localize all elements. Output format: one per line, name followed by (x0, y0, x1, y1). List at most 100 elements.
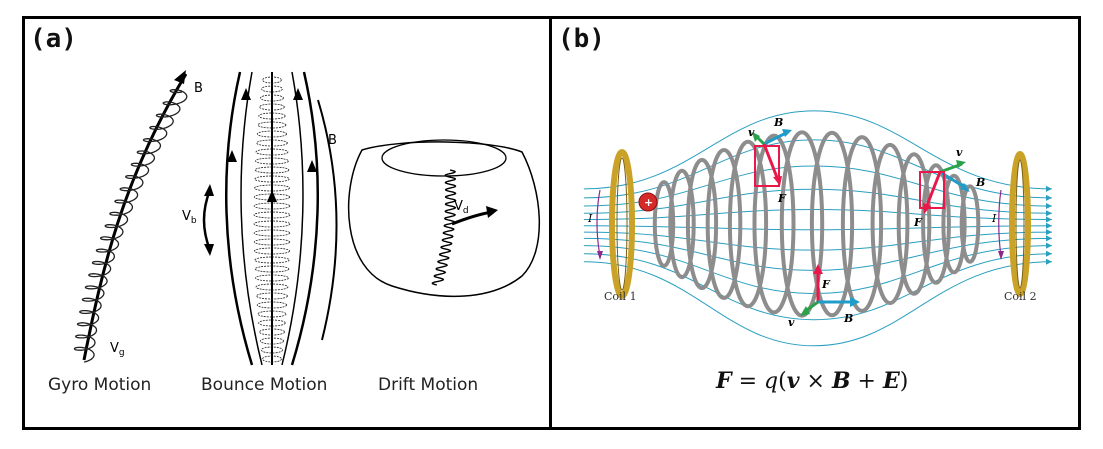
bounce-ring (262, 355, 282, 363)
gyro-motion-diagram: B Vg (73, 70, 203, 363)
particle-helix-rings (652, 130, 981, 318)
vector-group-top-left (752, 129, 792, 187)
bounce-ring (256, 301, 288, 309)
bounce-field-line-left (240, 71, 263, 366)
bounce-ring (253, 202, 291, 210)
vector-group-top-right (919, 160, 970, 214)
field-line-arrowhead (1046, 242, 1052, 249)
bounce-arrow-right (307, 160, 317, 172)
bounce-ring (261, 85, 283, 93)
eq-magnetic-field: B (831, 368, 851, 394)
coil-2-label: Coil 2 (1004, 290, 1037, 303)
bounce-field-line-right (281, 71, 304, 366)
bounce-ring (254, 175, 290, 183)
gyro-helix (73, 89, 188, 363)
bounce-ring (262, 76, 282, 84)
caption-drift-motion: Drift Motion (378, 375, 479, 395)
helix-ring (685, 157, 719, 291)
current-arrow-right (998, 189, 1002, 257)
bounce-b-label: B (328, 133, 337, 148)
current-arrow-left (596, 189, 601, 257)
bounce-ring (256, 292, 288, 300)
bounce-ring (255, 157, 289, 165)
bounce-ring (257, 121, 287, 129)
helix-ring (941, 173, 967, 275)
helix-ring (840, 135, 884, 313)
bounce-ring (253, 211, 291, 219)
bounce-ring (259, 337, 284, 345)
gyro-field-arrowhead (174, 70, 186, 84)
coil-2 (1009, 151, 1031, 297)
eq-times: × (799, 369, 832, 394)
helix-ring (896, 152, 932, 296)
bounce-ring (258, 319, 286, 327)
current-label-right: I (991, 212, 997, 225)
bounce-vb-arrowhead-bottom (204, 244, 214, 256)
helix-ring (870, 142, 910, 306)
particle-charge-label: + (644, 196, 653, 209)
current-label-left: I (587, 212, 593, 225)
field-line-arrowhead (1046, 203, 1052, 209)
vec-f-label-top-left: F (777, 192, 787, 205)
coil-1-label: Coil 1 (604, 290, 637, 303)
bounce-vb-label: Vb (182, 209, 197, 226)
bounce-ring (260, 94, 284, 102)
field-line-arrowhead (1046, 235, 1052, 242)
vec-v-label-top-right: v (956, 146, 963, 159)
bounce-ring (257, 310, 287, 318)
drift-torus-outline (347, 141, 540, 298)
vec-v-label-bottom: v (788, 316, 795, 329)
vec-b-label-bottom: B (843, 312, 853, 325)
eq-equals: = (731, 369, 765, 394)
vec-f-label-top-right: F (913, 216, 923, 229)
bounce-ring (259, 328, 285, 336)
panel-b-label: (b) (558, 24, 605, 54)
vector-group-bottom (800, 264, 860, 316)
eq-electric-field: E (882, 368, 900, 394)
helix-ring (668, 168, 696, 280)
bounce-ring (253, 247, 290, 255)
panel-b-diagram: Coil 1 Coil 2 I I + v B F v B F (583, 110, 1053, 347)
bounce-ring (260, 346, 283, 354)
current-arrowhead-left (597, 251, 603, 260)
bounce-ring (258, 112, 286, 120)
helix-ring (779, 130, 825, 318)
charged-particle (638, 192, 658, 212)
field-line-arrowhead (1046, 185, 1052, 192)
coil-1 (609, 149, 635, 299)
bounce-arrow-top-left (241, 88, 251, 100)
bounce-arrow-top-right (293, 88, 303, 100)
bounce-arrow-center (267, 190, 277, 202)
bounce-ring (254, 256, 290, 264)
helix-ring (959, 184, 981, 264)
bounce-field-line-outer-right (290, 71, 320, 366)
field-line-arrowhead (1046, 210, 1052, 217)
bounce-ring (256, 130, 288, 138)
caption-bounce-motion: Bounce Motion (201, 375, 328, 395)
bounce-arrow-left (227, 150, 237, 162)
bounce-ring (253, 220, 291, 228)
eq-force: F (716, 368, 732, 394)
field-line-arrowhead (1046, 229, 1052, 236)
bounce-ring (255, 283, 289, 291)
field-line-arrowhead (1046, 216, 1052, 223)
panel-a-label: (a) (30, 24, 77, 54)
field-line-arrowhead (1046, 250, 1052, 257)
drift-vd-label: Vd (454, 199, 469, 216)
helix-ring (752, 133, 796, 315)
bounce-gyration-rings (253, 76, 291, 363)
panel-a-diagram: B Vg Vb B Vd (73, 70, 540, 366)
bounce-ring (255, 148, 289, 156)
field-line (583, 261, 1053, 347)
vec-f-label-bottom: F (821, 278, 831, 291)
helix-ring (809, 130, 855, 318)
eq-plus: + (850, 369, 883, 394)
lorentz-force-equation: F = q(v × B + E) (716, 368, 908, 394)
bounce-ring (256, 139, 288, 147)
bounce-field-line-far-right (317, 99, 338, 341)
eq-charge: q (764, 369, 779, 394)
drift-torus-hole (381, 139, 507, 177)
gyro-vg-label: Vg (110, 341, 125, 358)
bounce-ring (255, 274, 289, 282)
bounce-ring (253, 238, 291, 246)
